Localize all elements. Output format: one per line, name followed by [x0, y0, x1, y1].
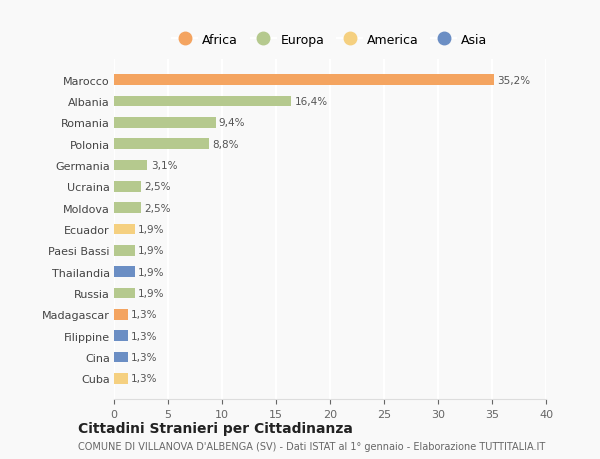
- Bar: [114, 267, 134, 277]
- Bar: [114, 246, 134, 256]
- Bar: [114, 96, 291, 107]
- Bar: [114, 224, 134, 235]
- Text: 1,9%: 1,9%: [138, 288, 164, 298]
- Text: 2,5%: 2,5%: [144, 203, 171, 213]
- Legend: Africa, Europa, America, Asia: Africa, Europa, America, Asia: [167, 28, 493, 51]
- Text: Cittadini Stranieri per Cittadinanza: Cittadini Stranieri per Cittadinanza: [78, 421, 353, 436]
- Text: 1,9%: 1,9%: [138, 246, 164, 256]
- Bar: [114, 118, 215, 129]
- Text: 1,3%: 1,3%: [131, 331, 158, 341]
- Bar: [114, 75, 494, 86]
- Text: 9,4%: 9,4%: [219, 118, 245, 128]
- Bar: [114, 330, 128, 341]
- Text: 16,4%: 16,4%: [295, 97, 328, 106]
- Text: 1,3%: 1,3%: [131, 374, 158, 384]
- Text: 2,5%: 2,5%: [144, 182, 171, 192]
- Text: 3,1%: 3,1%: [151, 161, 177, 171]
- Text: 1,3%: 1,3%: [131, 310, 158, 319]
- Bar: [114, 288, 134, 299]
- Text: COMUNE DI VILLANOVA D'ALBENGA (SV) - Dati ISTAT al 1° gennaio - Elaborazione TUT: COMUNE DI VILLANOVA D'ALBENGA (SV) - Dat…: [78, 441, 545, 451]
- Bar: [114, 373, 128, 384]
- Text: 1,3%: 1,3%: [131, 353, 158, 362]
- Bar: [114, 203, 141, 213]
- Bar: [114, 309, 128, 320]
- Bar: [114, 139, 209, 150]
- Bar: [114, 352, 128, 363]
- Text: 35,2%: 35,2%: [497, 75, 530, 85]
- Text: 1,9%: 1,9%: [138, 267, 164, 277]
- Text: 1,9%: 1,9%: [138, 224, 164, 235]
- Bar: [114, 182, 141, 192]
- Text: 8,8%: 8,8%: [212, 140, 239, 149]
- Bar: [114, 160, 148, 171]
